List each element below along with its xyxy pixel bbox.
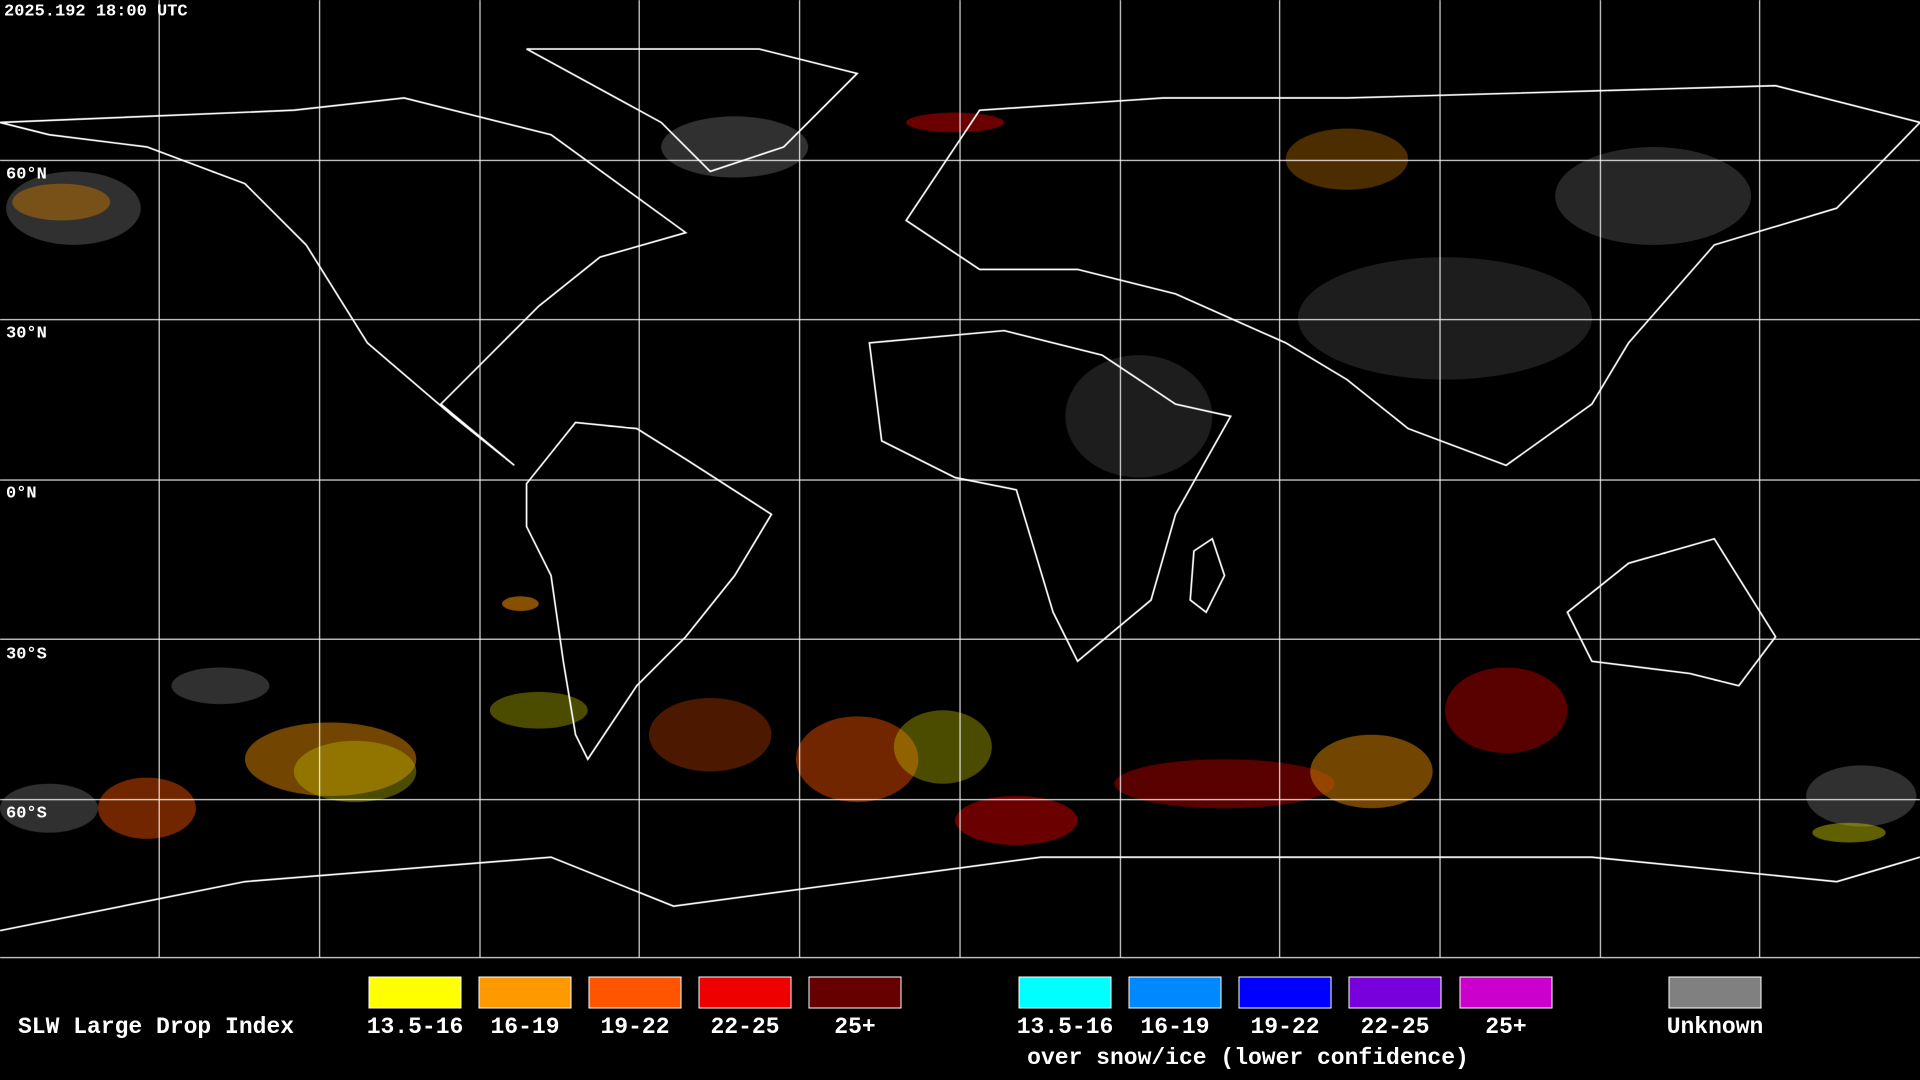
legend-swatch xyxy=(1348,976,1442,1009)
snow-caption: over snow/ice (lower confidence) xyxy=(1027,1045,1469,1071)
legend-label: 25+ xyxy=(834,1014,875,1040)
legend-swatch xyxy=(1238,976,1332,1009)
legend-swatch xyxy=(1668,976,1762,1009)
legend-swatch xyxy=(1459,976,1553,1009)
legend-label: 16-19 xyxy=(490,1014,559,1040)
legend-label: 16-19 xyxy=(1140,1014,1209,1040)
latitude-label: 30°N xyxy=(6,324,47,343)
latitude-label: 30°S xyxy=(6,645,47,664)
legend-label: 13.5-16 xyxy=(1017,1014,1114,1040)
legend-swatch xyxy=(808,976,902,1009)
legend-label: Unknown xyxy=(1667,1014,1764,1040)
legend-swatch xyxy=(588,976,682,1009)
latitude-label: 60°S xyxy=(6,804,47,823)
latitude-label: 60°N xyxy=(6,165,47,184)
legend-label: 22-25 xyxy=(710,1014,779,1040)
legend-label: 22-25 xyxy=(1360,1014,1429,1040)
legend-swatch xyxy=(1018,976,1112,1009)
legend-title: SLW Large Drop Index xyxy=(18,1014,294,1040)
legend-label: 25+ xyxy=(1485,1014,1526,1040)
legend-swatch xyxy=(1128,976,1222,1009)
legend-swatch xyxy=(368,976,462,1009)
legend-label: 19-22 xyxy=(600,1014,669,1040)
legend-label: 19-22 xyxy=(1250,1014,1319,1040)
latitude-label: 0°N xyxy=(6,484,37,503)
graticule xyxy=(0,0,1920,959)
legend-label: 13.5-16 xyxy=(367,1014,464,1040)
timestamp: 2025.192 18:00 UTC xyxy=(4,2,188,21)
coastlines xyxy=(0,48,1920,932)
legend-swatch xyxy=(478,976,572,1009)
map xyxy=(0,0,1920,959)
legend-swatch xyxy=(698,976,792,1009)
